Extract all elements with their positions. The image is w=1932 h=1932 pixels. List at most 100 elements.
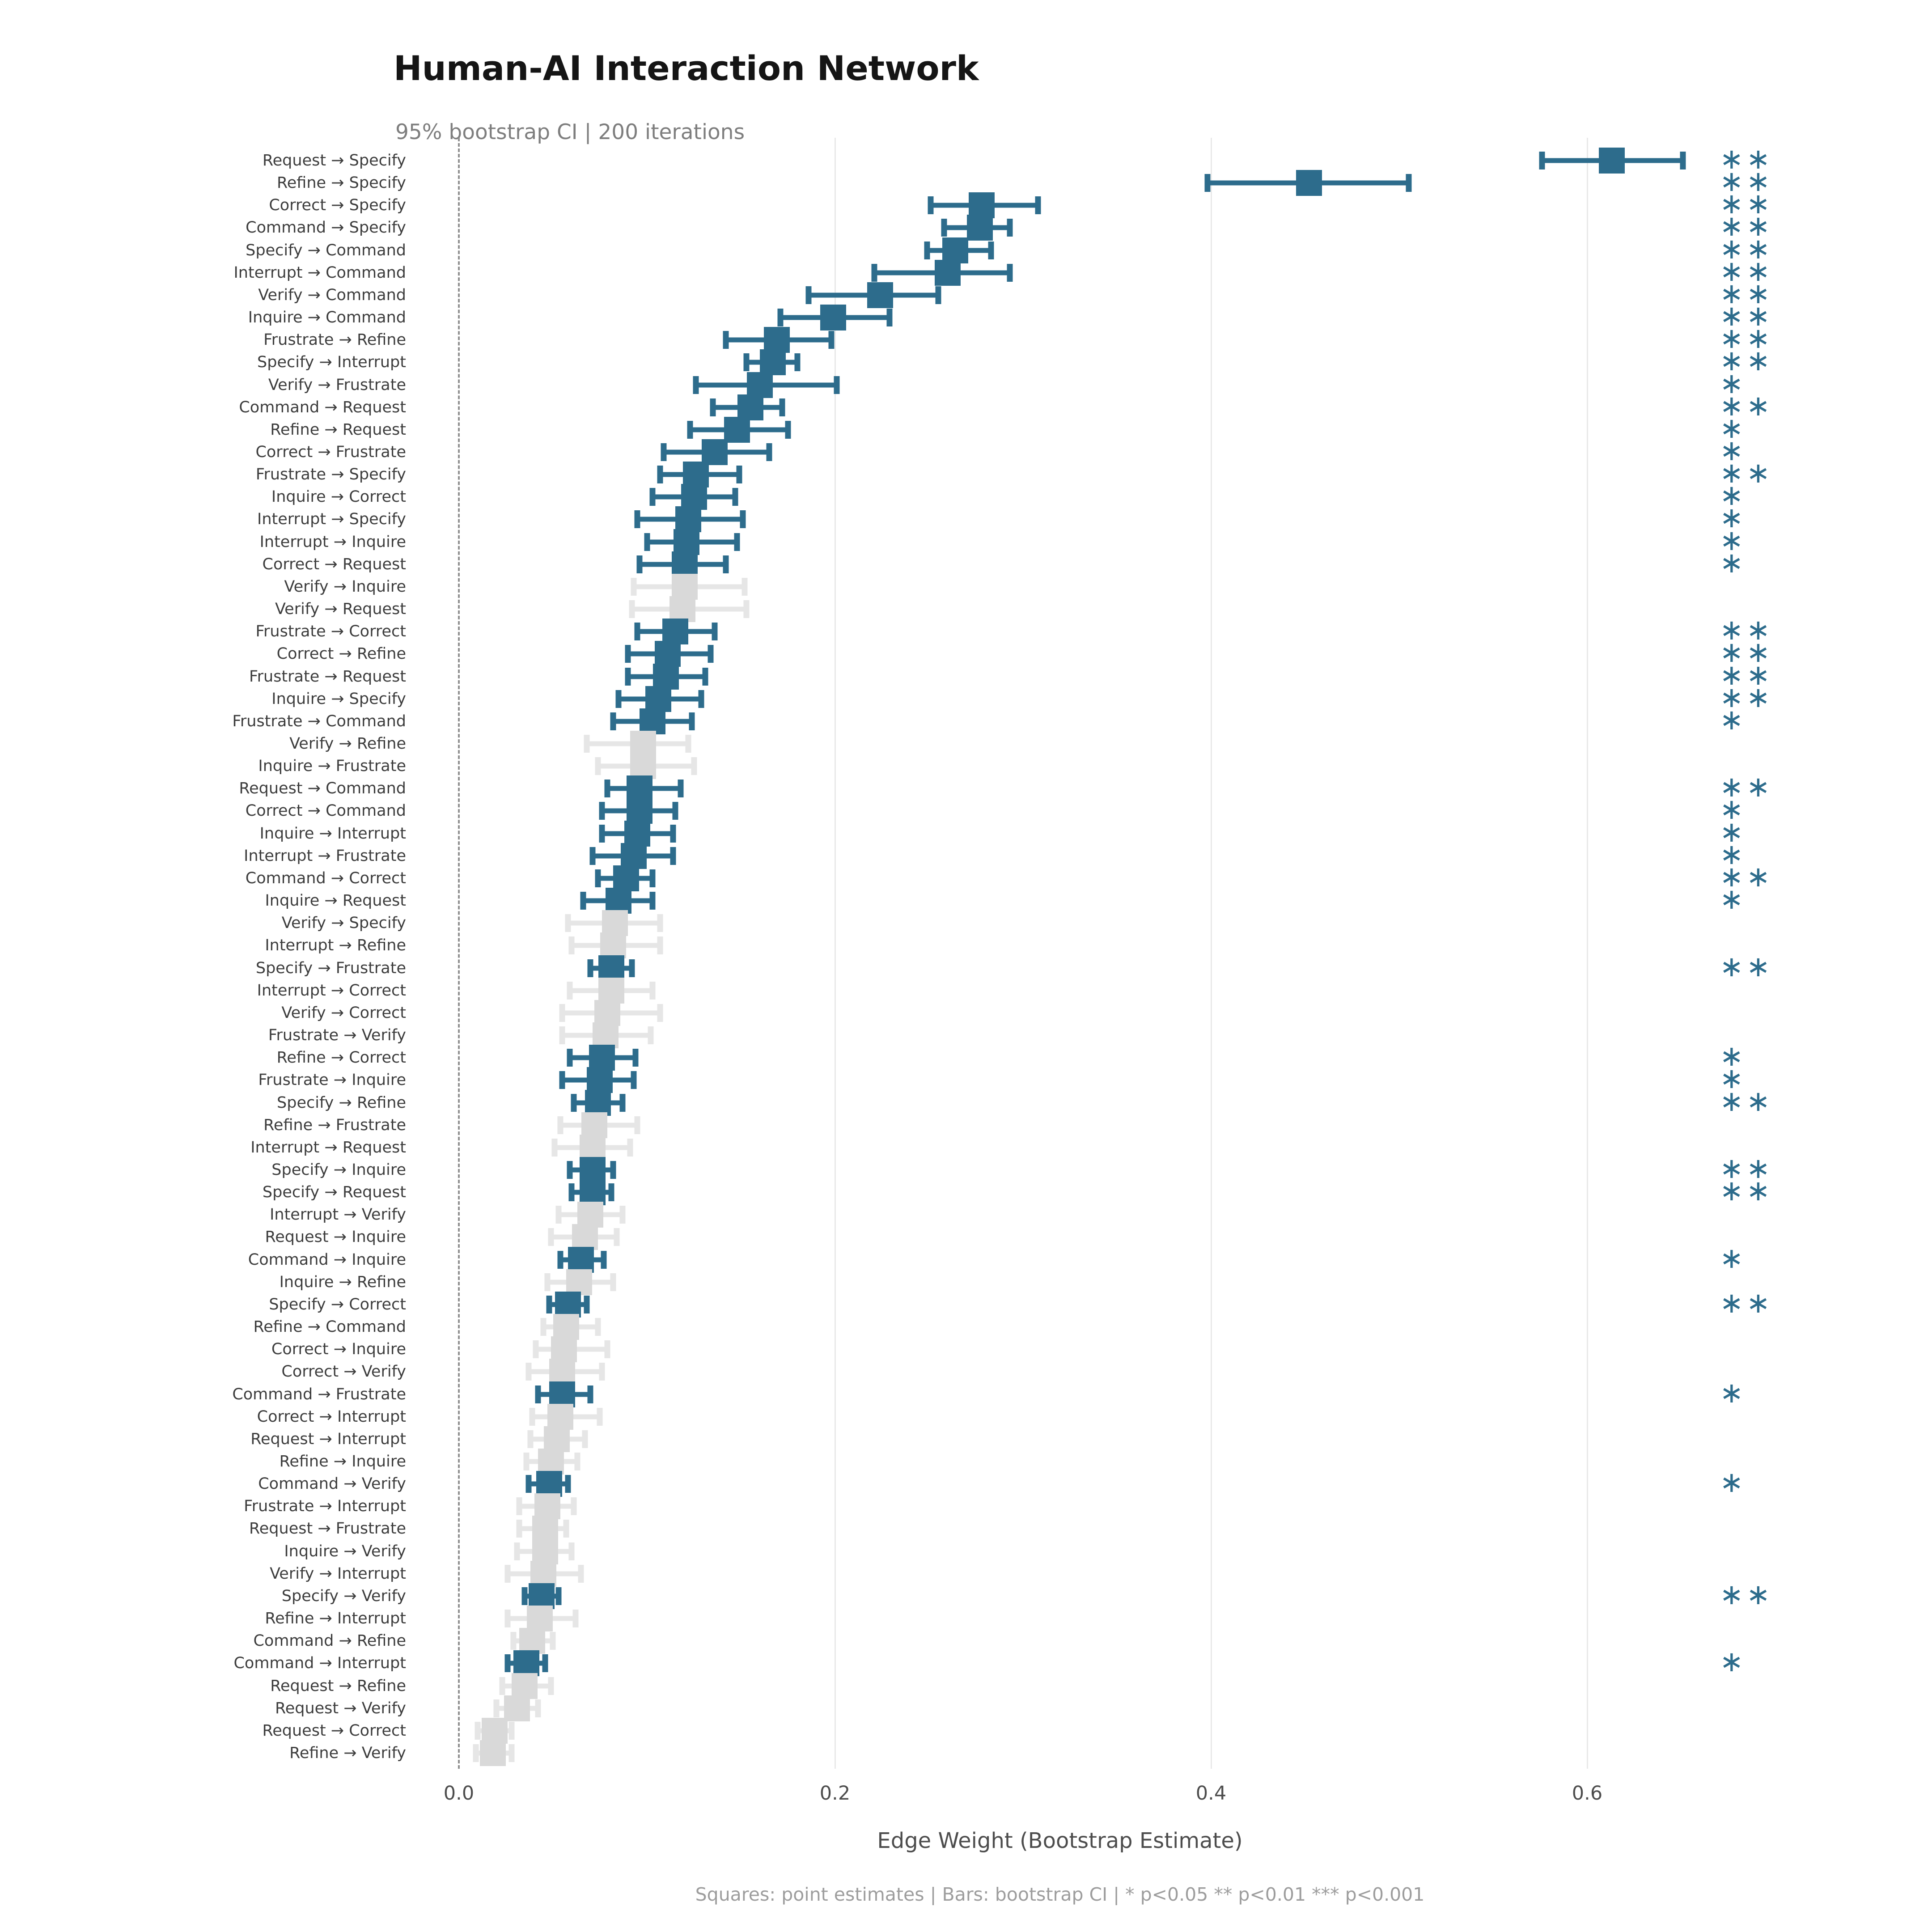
ci-cap-high	[608, 1183, 614, 1202]
row-label: Verify → Inquire	[284, 577, 406, 596]
row-label: Verify → Correct	[281, 1004, 406, 1022]
row-label: Verify → Command	[258, 286, 406, 304]
ci-cap-low	[599, 802, 605, 820]
ci-cap-high	[631, 1071, 637, 1089]
significance-stars: ∗	[1720, 1645, 1746, 1679]
significance-stars: ∗∗	[1720, 860, 1773, 894]
ci-cap-high	[779, 398, 785, 416]
ci-cap-low	[565, 914, 571, 932]
ci-cap-low	[567, 1049, 573, 1067]
point-estimate-square	[621, 843, 647, 869]
ci-cap-low	[595, 757, 601, 775]
point-estimate-square	[669, 596, 696, 623]
ci-cap-low	[493, 1699, 500, 1717]
row-label: Inquire → Specify	[271, 690, 406, 708]
point-estimate-square	[682, 462, 709, 488]
ci-cap-high	[834, 376, 840, 394]
significance-stars: ∗∗	[1720, 322, 1773, 356]
row-label: Verify → Refine	[289, 735, 406, 753]
point-estimate-square	[630, 753, 657, 780]
significance-stars: ∗∗	[1720, 1578, 1773, 1611]
ci-cap-high	[698, 690, 704, 708]
significance-stars: ∗	[1720, 411, 1746, 445]
point-estimate-square	[1296, 170, 1322, 196]
row-label: Frustrate → Inquire	[258, 1071, 406, 1089]
point-estimate-square	[530, 1560, 557, 1587]
ci-cap-high	[582, 1430, 588, 1448]
point-estimate-square	[526, 1606, 553, 1632]
row-label: Verify → Frustrate	[268, 376, 406, 394]
ci-cap-high	[627, 1138, 633, 1157]
point-estimate-square	[746, 372, 773, 398]
point-estimate-square	[572, 1224, 598, 1250]
ci-cap-low	[568, 936, 575, 955]
ci-cap-low	[510, 1632, 517, 1650]
significance-stars: ∗∗	[1720, 681, 1773, 714]
ci-cap-high	[1035, 196, 1041, 215]
row-label: Refine → Interrupt	[265, 1610, 406, 1628]
significance-stars: ∗	[1720, 703, 1746, 737]
row-label: Command → Request	[239, 398, 406, 416]
point-estimate-square	[1598, 148, 1625, 174]
row-label: Correct → Specify	[269, 196, 406, 215]
row-label: Interrupt → Frustrate	[244, 847, 406, 865]
ci-cap-low	[629, 600, 635, 619]
row-label: Specify → Command	[246, 241, 406, 259]
significance-stars: ∗	[1720, 793, 1746, 826]
ci-cap-low	[595, 869, 601, 887]
ci-cap-low	[516, 1497, 522, 1516]
ci-cap-low	[631, 577, 637, 596]
significance-stars: ∗∗	[1720, 277, 1773, 310]
ci-cap-high	[629, 959, 635, 977]
ci-cap-low	[644, 533, 650, 551]
row-label: Request → Command	[239, 780, 406, 798]
significance-stars: ∗	[1720, 1040, 1746, 1073]
ci-cap-low	[559, 1004, 565, 1022]
significance-stars: ∗	[1720, 367, 1746, 400]
ci-cap-high	[508, 1721, 515, 1740]
point-estimate-square	[532, 1516, 559, 1542]
point-estimate-square	[532, 1538, 559, 1564]
zero-reference-line	[458, 138, 460, 1769]
ci-cap-high	[743, 600, 750, 619]
point-estimate-square	[654, 641, 681, 667]
ci-cap-low	[805, 286, 812, 304]
ci-cap-low	[723, 331, 729, 349]
row-label: Correct → Frustrate	[255, 443, 406, 461]
significance-stars: ∗	[1720, 1062, 1746, 1096]
ci-cap-high	[723, 555, 729, 573]
point-estimate-square	[600, 932, 626, 959]
ci-cap-high	[886, 309, 893, 327]
point-estimate-square	[602, 910, 628, 936]
ci-cap-low	[557, 1250, 564, 1269]
ci-cap-low	[634, 510, 640, 529]
ci-cap-low	[634, 623, 640, 641]
ci-cap-low	[523, 1452, 530, 1470]
ci-cap-high	[555, 1587, 562, 1605]
ci-cap-low	[473, 1744, 479, 1762]
gridline	[1210, 138, 1212, 1769]
ci-cap-low	[521, 1587, 528, 1605]
row-label: Correct → Inquire	[271, 1340, 406, 1359]
ci-cap-high	[702, 667, 708, 686]
ci-cap-high	[614, 1228, 620, 1246]
row-label: Inquire → Refine	[279, 1273, 406, 1291]
ci-cap-high	[587, 1385, 593, 1403]
ci-cap-high	[610, 1273, 616, 1291]
point-estimate-square	[701, 439, 728, 465]
row-label: Correct → Command	[245, 802, 406, 820]
ci-cap-low	[568, 1183, 575, 1202]
point-estimate-square	[551, 1336, 577, 1363]
x-axis-label: Edge Weight (Bootstrap Estimate)	[877, 1828, 1243, 1853]
ci-cap-high	[548, 1677, 554, 1695]
significance-stars: ∗∗	[1720, 165, 1773, 199]
ci-cap-low	[499, 1677, 505, 1695]
row-label: Command → Inquire	[248, 1250, 406, 1269]
ci-cap-high	[568, 1542, 575, 1560]
ci-cap-low	[584, 735, 590, 753]
ci-cap-high	[535, 1699, 541, 1717]
row-label: Command → Correct	[245, 869, 406, 887]
significance-stars: ∗	[1720, 501, 1746, 535]
ci-cap-high	[935, 286, 941, 304]
